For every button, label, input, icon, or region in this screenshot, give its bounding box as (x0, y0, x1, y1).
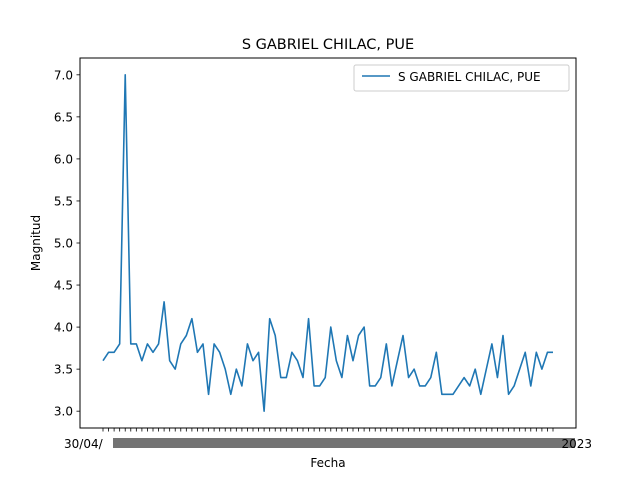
x-axis-label: Fecha (310, 456, 345, 470)
y-tick-label: 7.0 (54, 68, 73, 82)
legend-entry-label: S GABRIEL CHILAC, PUE (398, 70, 541, 84)
legend-box (353, 64, 570, 92)
y-tick-label: 4.5 (54, 279, 73, 293)
y-tick-label: 4.0 (54, 321, 73, 335)
x-tick-label-last: 2023 (561, 437, 592, 451)
plot-area-frame (79, 57, 577, 429)
y-axis-label: Magnitud (29, 215, 43, 271)
y-tick-label: 6.0 (54, 152, 73, 166)
legend: S GABRIEL CHILAC, PUE (353, 64, 570, 92)
y-axis-ticks: 3.0 3.5 4.0 4.5 5.0 5.5 6.0 6.5 7.0 (54, 68, 80, 419)
y-tick-label: 3.5 (54, 363, 73, 377)
x-tick-label-first: 30/04/ (64, 437, 104, 451)
y-tick-label: 5.0 (54, 237, 73, 251)
y-tick-label: 6.5 (54, 110, 73, 124)
y-tick-label: 3.0 (54, 405, 73, 419)
x-tick-labels-overlap (113, 438, 575, 448)
y-tick-label: 5.5 (54, 194, 73, 208)
chart-title: S GABRIEL CHILAC, PUE (242, 37, 414, 53)
series-line-s-gabriel-chilac (102, 74, 553, 412)
x-axis-ticks: 30/04/2023 (64, 428, 592, 451)
